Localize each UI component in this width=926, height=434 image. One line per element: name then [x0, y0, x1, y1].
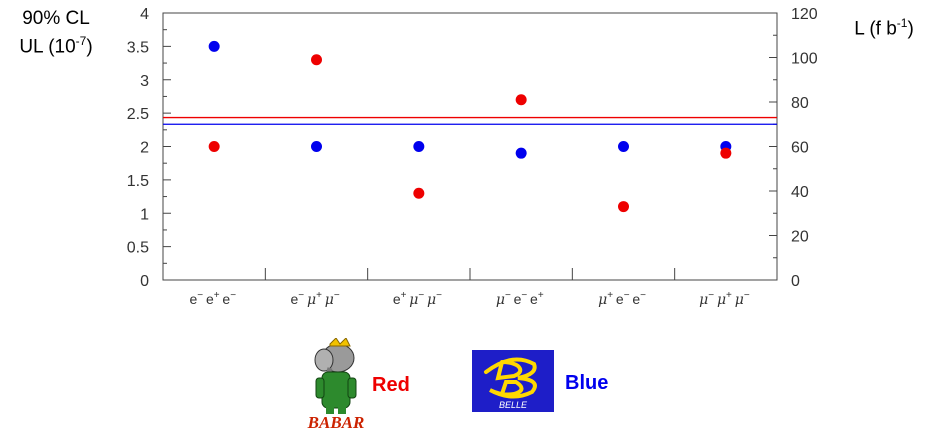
- x-category-label: e− e+ e−: [189, 290, 238, 307]
- y-left-tick-label: 1.5: [127, 173, 149, 190]
- y-right-tick-label: 80: [791, 95, 809, 112]
- legend-blue-label: Blue: [565, 372, 609, 394]
- y-left-label-line1: 90% CL: [22, 8, 90, 29]
- data-point-blue: [208, 40, 220, 52]
- belle-logo-text: BELLE: [499, 400, 528, 410]
- y-right-tick-label: 40: [791, 184, 809, 201]
- belle-logo: BELLE: [472, 350, 554, 412]
- plot-frame: [162, 12, 778, 281]
- y-left-label-exp: -7: [75, 34, 87, 48]
- y-right-tick-label: 60: [791, 140, 809, 157]
- y-left-tick-label: 3: [140, 73, 149, 90]
- y-left-tick-label: 3.5: [127, 39, 149, 56]
- y-left-label-suffix: ): [86, 36, 93, 58]
- data-point-blue: [618, 141, 629, 152]
- data-point-red: [720, 147, 732, 159]
- y-right-label-suffix: ): [907, 18, 914, 40]
- y-right-tick-label: 0: [791, 273, 800, 290]
- y-left-label-prefix: UL (10: [19, 36, 76, 58]
- data-point-blue: [515, 147, 527, 159]
- babar-logo-text: BABAR: [307, 413, 365, 432]
- x-category-label: e+ μ− μ−: [393, 290, 445, 308]
- legend-red-label: Red: [372, 374, 410, 396]
- y-left-tick-label: 0: [140, 273, 149, 290]
- y-left-tick-label: 2: [140, 140, 149, 157]
- data-points: [208, 40, 732, 213]
- y-right-tick-label: 100: [791, 51, 818, 68]
- x-category-label: e− μ+ μ−: [291, 290, 343, 308]
- luminosity-lines: [163, 116, 777, 125]
- y-left-tick-label: 1: [140, 206, 149, 223]
- y-axis-right-label: L (f b-1): [842, 12, 926, 40]
- y-axis-left-label: 90% CL UL (10-7): [4, 8, 108, 58]
- x-category-label: μ+ e− e−: [598, 290, 649, 308]
- y-left-label-line2: UL (10-7): [4, 30, 108, 58]
- data-point-blue: [311, 141, 322, 152]
- x-category-label: μ− e− e+: [496, 290, 547, 308]
- y-right-tick-label: 120: [791, 6, 818, 23]
- y-right-label-prefix: L (f b: [854, 18, 897, 40]
- y-left-tick-label: 4: [140, 6, 149, 23]
- data-point-red: [515, 94, 527, 106]
- data-point-red: [311, 54, 322, 66]
- y-right-label-exp: -1: [896, 16, 908, 30]
- y-left-tick-label: 2.5: [127, 106, 149, 123]
- y-right-tick-label: 20: [791, 229, 809, 246]
- data-point-red: [618, 201, 629, 213]
- data-point-blue: [413, 141, 425, 152]
- x-category-label: μ− μ+ μ−: [699, 290, 752, 308]
- y-left-tick-label: 0.5: [127, 240, 149, 257]
- data-point-red: [413, 187, 425, 199]
- babar-logo: BABAR: [307, 338, 365, 432]
- data-point-red: [208, 141, 220, 152]
